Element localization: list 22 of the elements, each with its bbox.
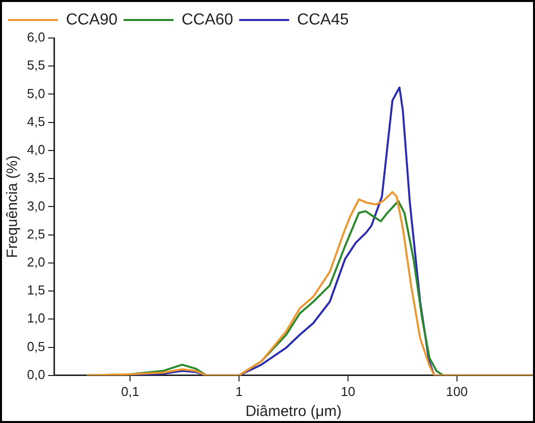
legend-label: CCA45 [297, 11, 349, 28]
y-tick-label: 4,5 [26, 114, 46, 129]
legend-label: CCA60 [182, 11, 234, 28]
y-tick-label: 6,0 [26, 30, 46, 45]
x-tick-label: 1 [235, 384, 243, 399]
y-tick-label: 2,5 [26, 226, 46, 242]
y-tick-label: 5,0 [26, 86, 46, 101]
legend-label: CCA90 [66, 11, 118, 28]
y-tick-label: 1,0 [26, 310, 46, 326]
y-tick-label: 0,0 [26, 366, 46, 382]
y-axis-title: Frequência (%) [4, 155, 22, 258]
y-tick-label: 1,5 [26, 282, 46, 298]
y-tick-label: 0,5 [26, 338, 46, 354]
y-tick-label: 3,5 [26, 170, 46, 186]
y-tick-label: 3,0 [26, 198, 46, 214]
y-tick-label: 5,5 [26, 58, 46, 73]
x-axis-title: Diâmetro (μm) [245, 403, 342, 420]
x-tick-label: 100 [446, 384, 468, 399]
x-tick-label: 10 [340, 384, 356, 399]
y-tick-label: 4,0 [26, 142, 46, 158]
x-tick-label: 0,1 [121, 384, 140, 399]
y-tick-label: 2,0 [26, 254, 46, 270]
